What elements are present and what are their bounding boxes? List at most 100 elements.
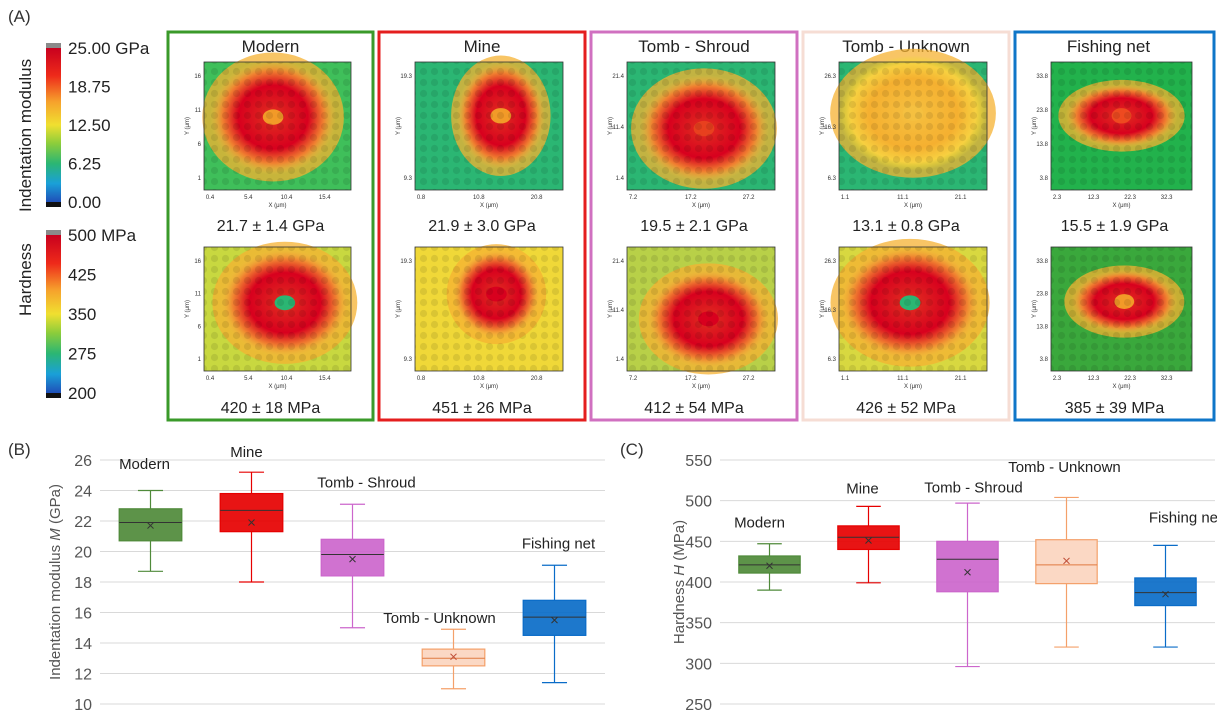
hardness-map-indent-grid <box>415 247 563 371</box>
mean-marker <box>450 653 457 661</box>
y-tick-label: 550 <box>685 453 712 470</box>
modulus-map-frame <box>838 61 988 191</box>
modulus-map-x-tick: 2.3 <box>1053 195 1062 201</box>
box-fishing-net: Fishing net <box>522 535 596 684</box>
sample-panel-tomb-shroud: Tomb - Shroud 7.2 17.2 27.2 21.4 11.4 1.4 X (μm… <box>589 30 799 422</box>
hardness-map-y-tick: 6 <box>198 324 202 330</box>
sample-panel-border <box>801 30 1011 422</box>
hardness-map-indent-grid <box>839 247 987 371</box>
category-label: Tomb - Shroud <box>317 474 415 491</box>
hardness-colorbar: Hardness 500 MPa 425 350 275 200 <box>16 226 137 403</box>
modulus-colorbar: Indentation modulus 25.00 GPa 18.75 12.50 6… <box>16 39 150 212</box>
box-fishing-net: Fishing net <box>1134 510 1217 648</box>
hardness-colorbar-top-cap <box>46 230 61 235</box>
modulus-value-text: 21.9 ± 3.0 GPa <box>428 218 536 235</box>
y-tick-label: 500 <box>685 494 712 511</box>
hardness-map-y-tick: 26.3 <box>824 259 836 265</box>
modulus-map-y-tick: 16.3 <box>824 125 836 131</box>
modulus-map-x-tick: 20.8 <box>531 195 543 201</box>
box-iqr <box>118 508 183 542</box>
modulus-colorbar-tick-label: 25.00 GPa <box>68 39 150 58</box>
modulus-map: 1.1 11.1 21.1 26.3 16.3 6.3 X (μm) Y (μm) <box>820 48 996 209</box>
modulus-value-text: 13.1 ± 0.8 GPa <box>852 218 960 235</box>
sample-title: Tomb - Unknown <box>842 37 970 56</box>
modulus-map-x-tick: 5.4 <box>244 195 253 201</box>
sample-title: Fishing net <box>1067 37 1150 56</box>
hardness-map-y-tick: 13.8 <box>1036 324 1048 330</box>
hardness-map-y-tick: 16 <box>194 259 201 265</box>
modulus-map-frame <box>414 61 564 191</box>
modulus-map-y-tick: 13.8 <box>1036 142 1048 148</box>
modulus-map-y-tick: 9.3 <box>404 176 413 182</box>
hardness-map-frame <box>838 246 988 372</box>
modulus-map-indent-grid <box>1051 62 1192 190</box>
panel-label-c: (C) <box>620 440 644 459</box>
sample-title: Modern <box>242 37 300 56</box>
modulus-map-x-tick: 11.1 <box>897 195 909 201</box>
box-iqr <box>421 648 486 667</box>
y-tick-label: 18 <box>74 575 92 592</box>
hardness-map-x-tick: 5.4 <box>244 376 253 382</box>
box-iqr <box>219 492 284 533</box>
box-iqr <box>522 599 587 636</box>
y-tick-label: 20 <box>74 545 92 562</box>
modulus-map-x-tick: 27.2 <box>743 195 755 201</box>
category-label: Fishing net <box>1149 510 1217 527</box>
modulus-map-x-tick: 22.3 <box>1124 195 1136 201</box>
hardness-map-x-tick: 10.8 <box>473 376 485 382</box>
modulus-map-y-tick: 26.3 <box>824 74 836 80</box>
hardness-map-y-tick: 9.3 <box>404 357 413 363</box>
hardness-map-x-label: X (μm) <box>268 384 286 390</box>
sample-panel-mine: Mine 0.8 10.8 20.8 19.3 9.3 X (μm) Y (μm) 21.9 ±… <box>377 30 587 422</box>
hardness-map-x-tick: 22.3 <box>1124 376 1136 382</box>
hardness-map-y-tick: 23.8 <box>1036 292 1048 298</box>
category-label: Modern <box>734 515 785 532</box>
modulus-colorbar-bottom-cap <box>46 202 61 207</box>
hardness-value-text: 412 ± 54 MPa <box>644 400 744 417</box>
mean-marker <box>766 562 773 570</box>
modulus-map-x-tick: 32.3 <box>1161 195 1173 201</box>
modulus-map-y-label: Y (μm) <box>1032 117 1038 135</box>
hardness-map-x-label: X (μm) <box>480 384 498 390</box>
modulus-map-x-label: X (μm) <box>268 203 286 209</box>
modulus-map-x-tick: 10.8 <box>473 195 485 201</box>
modulus-map-y-tick: 19.3 <box>400 74 412 80</box>
hardness-map-indent-grid <box>627 247 775 371</box>
hardness-map-x-tick: 2.3 <box>1053 376 1062 382</box>
modulus-map-x-tick: 1.1 <box>841 195 850 201</box>
y-tick-label: 14 <box>74 636 92 653</box>
box-tomb-unknown: Tomb - Unknown <box>1008 459 1121 648</box>
modulus-map-y-tick: 6 <box>198 142 202 148</box>
hardness-map-x-tick: 17.2 <box>685 376 697 382</box>
hardness-map-y-label: Y (μm) <box>820 300 826 318</box>
hardness-map-y-tick: 19.3 <box>400 259 412 265</box>
category-label: Modern <box>119 456 170 473</box>
modulus-colorbar-tick-label: 0.00 <box>68 193 101 212</box>
modulus-value-text: 19.5 ± 2.1 GPa <box>640 218 748 235</box>
modulus-map-x-tick: 21.1 <box>955 195 967 201</box>
modulus-map-y-label: Y (μm) <box>608 117 614 135</box>
hardness-map-y-tick: 11 <box>195 292 202 298</box>
hardness-map-x-tick: 1.1 <box>841 376 850 382</box>
hardness-map-y-tick: 3.8 <box>1040 357 1049 363</box>
modulus-map-x-tick: 10.4 <box>281 195 293 201</box>
hardness-map-x-tick: 21.1 <box>955 376 967 382</box>
y-tick-label: 250 <box>685 697 712 710</box>
modulus-box-chart: 10 12 14 16 18 20 22 24 26 Indentation modulus M … <box>47 444 605 710</box>
modulus-map-x-label: X (μm) <box>904 203 922 209</box>
hardness-map-y-tick: 1.4 <box>616 357 625 363</box>
hardness-box-chart: 250 300 350 400 450 500 550 Hardness H (MPa) Mod… <box>671 453 1217 710</box>
modulus-map-y-tick: 1.4 <box>616 176 625 182</box>
box-tomb-shroud: Tomb - Shroud <box>924 480 1023 668</box>
category-label: Tomb - Shroud <box>924 480 1022 497</box>
box-iqr <box>936 540 999 593</box>
sample-panel-border <box>377 30 587 422</box>
modulus-value-text: 15.5 ± 1.9 GPa <box>1061 218 1169 235</box>
hardness-value-text: 451 ± 26 MPa <box>432 400 532 417</box>
hardness-map-x-label: X (μm) <box>1112 384 1130 390</box>
hardness-colorbar-tick-label: 425 <box>68 266 96 285</box>
modulus-map-y-tick: 11.4 <box>613 125 625 131</box>
modulus-map-indent-grid <box>415 62 563 190</box>
hardness-map-y-label: Y (μm) <box>396 300 402 318</box>
sample-title: Mine <box>464 37 501 56</box>
